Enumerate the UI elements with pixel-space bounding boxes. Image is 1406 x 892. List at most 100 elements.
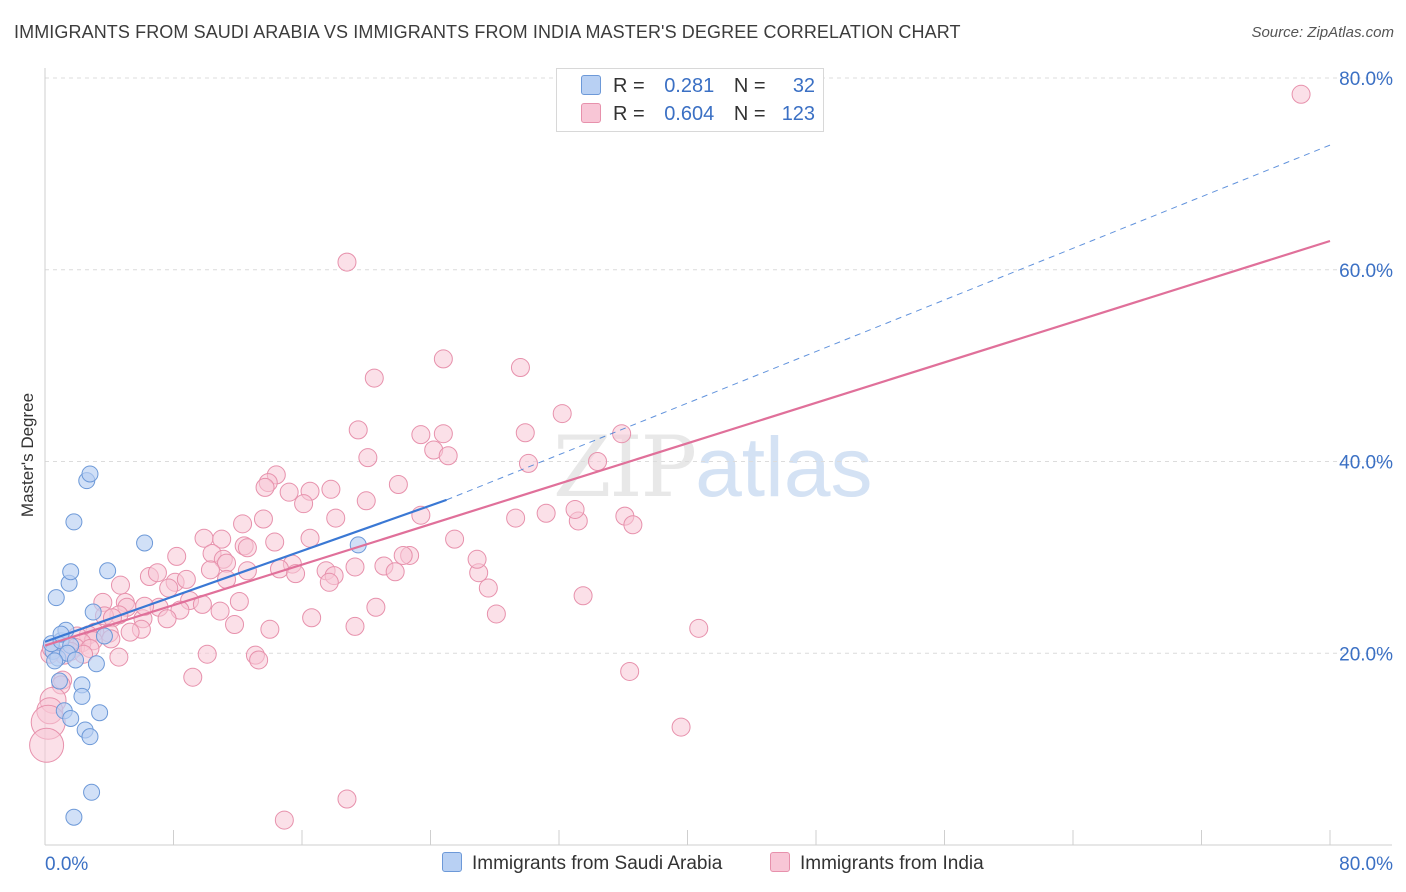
legend-swatch-india xyxy=(581,103,601,123)
data-point-india xyxy=(302,608,322,628)
data-point-saudi xyxy=(95,627,113,645)
data-point-india xyxy=(433,424,453,444)
trendline-saudi xyxy=(44,498,447,643)
source-label: Source: ZipAtlas.com xyxy=(1251,24,1394,41)
data-point-india xyxy=(109,647,129,667)
data-point-saudi xyxy=(83,783,101,801)
data-point-india xyxy=(253,509,273,529)
data-point-india xyxy=(110,575,130,595)
legend-r-value: 0.604 xyxy=(664,103,715,125)
legend-swatch-saudi xyxy=(442,852,462,872)
data-point-india xyxy=(536,503,556,523)
data-point-saudi xyxy=(81,465,99,483)
trendline-saudi-extension xyxy=(446,144,1331,501)
data-point-india xyxy=(689,618,709,638)
legend-swatch-saudi xyxy=(581,75,601,95)
data-point-saudi xyxy=(84,603,102,621)
data-point-india xyxy=(588,452,608,471)
data-point-india xyxy=(233,514,253,534)
data-point-india xyxy=(321,479,341,499)
data-point-india xyxy=(518,453,538,473)
data-point-india xyxy=(623,515,643,535)
data-point-india xyxy=(147,563,167,583)
legend-n-value: 32 xyxy=(792,75,816,97)
data-point-saudi xyxy=(62,709,80,727)
data-point-india xyxy=(255,477,275,497)
data-point-india xyxy=(167,546,187,566)
y-tick-label: 20.0% xyxy=(1339,644,1393,665)
data-point-india xyxy=(212,529,232,549)
x-tick-label: 0.0% xyxy=(45,854,88,875)
data-point-india xyxy=(506,508,526,528)
stats-legend: R = 0.281 N = 32 R = 0.604 N = 123 xyxy=(556,68,824,132)
data-point-india xyxy=(573,586,593,606)
data-point-india xyxy=(260,619,280,639)
trendline-india xyxy=(44,239,1331,647)
data-point-india xyxy=(294,494,314,514)
data-point-india xyxy=(358,448,378,468)
data-point-india xyxy=(200,560,220,580)
data-point-india xyxy=(197,644,217,664)
legend-n-label: N = xyxy=(733,75,766,97)
data-point-india xyxy=(265,532,285,552)
data-point-india xyxy=(337,252,357,272)
data-point-saudi xyxy=(46,652,64,670)
data-point-india xyxy=(385,562,405,582)
data-point-saudi xyxy=(73,687,91,705)
data-point-saudi xyxy=(62,563,80,581)
data-point-india xyxy=(388,475,408,495)
data-point-india xyxy=(356,491,376,511)
y-tick-label: 60.0% xyxy=(1339,261,1393,282)
data-point-india xyxy=(393,545,413,565)
legend-n-label: N = xyxy=(733,103,766,125)
data-point-india xyxy=(671,717,691,737)
data-point-india xyxy=(411,425,431,445)
data-point-india xyxy=(229,591,249,611)
data-point-india xyxy=(612,424,632,444)
legend-label-saudi: Immigrants from Saudi Arabia xyxy=(472,853,723,874)
data-point-india xyxy=(348,420,368,440)
data-point-india xyxy=(467,549,487,569)
data-point-saudi xyxy=(136,534,154,552)
data-point-india xyxy=(486,604,506,624)
data-point-saudi xyxy=(99,562,117,580)
data-point-india xyxy=(515,423,535,443)
data-point-saudi xyxy=(81,728,99,746)
data-point-india xyxy=(210,601,230,621)
data-point-india xyxy=(157,609,177,629)
legend-r-value: 0.281 xyxy=(664,75,715,97)
data-point-india xyxy=(565,499,585,519)
x-tick-label: 80.0% xyxy=(1339,854,1393,875)
bottom-legend-india[interactable]: Immigrants from India xyxy=(770,852,984,875)
y-tick-label: 80.0% xyxy=(1339,69,1393,90)
data-point-india xyxy=(478,578,498,598)
legend-r-label: R = xyxy=(613,103,645,125)
data-point-india xyxy=(249,650,269,670)
y-tick-label: 40.0% xyxy=(1339,453,1393,474)
data-point-india xyxy=(1291,84,1311,104)
data-point-india xyxy=(300,528,320,548)
legend-row-india: R = 0.604 N = 123 xyxy=(581,103,815,125)
data-point-saudi xyxy=(50,672,68,690)
data-point-saudi xyxy=(91,704,109,722)
data-point-india xyxy=(237,538,257,558)
data-point-india xyxy=(345,557,365,577)
data-point-india xyxy=(552,404,572,424)
data-point-india xyxy=(183,667,203,687)
bottom-legend-saudi[interactable]: Immigrants from Saudi Arabia xyxy=(442,852,722,875)
legend-swatch-india xyxy=(770,852,790,872)
y-axis-label: Master's Degree xyxy=(18,392,37,518)
data-point-india xyxy=(510,358,530,378)
data-point-india xyxy=(345,616,365,636)
data-point-saudi xyxy=(87,655,105,673)
watermark-atlas: atlas xyxy=(695,420,873,514)
legend-r-label: R = xyxy=(613,75,645,97)
data-point-india xyxy=(319,572,339,592)
data-point-india xyxy=(225,614,245,634)
data-point-india xyxy=(159,578,179,598)
data-point-india xyxy=(279,482,299,502)
data-point-india xyxy=(337,789,357,809)
data-point-india xyxy=(120,622,140,642)
data-point-saudi xyxy=(47,589,65,607)
